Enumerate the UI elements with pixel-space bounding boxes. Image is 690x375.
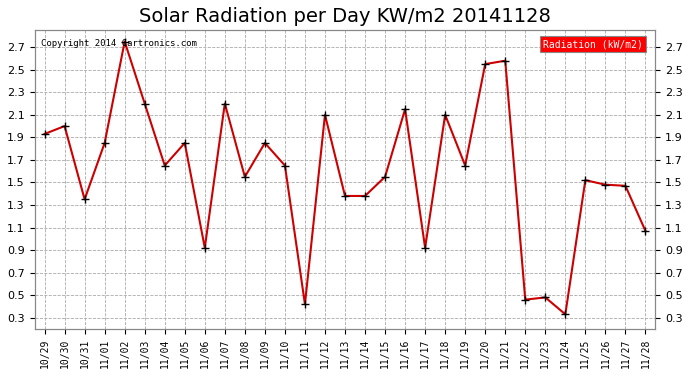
Title: Solar Radiation per Day KW/m2 20141128: Solar Radiation per Day KW/m2 20141128 [139,7,551,26]
Text: Radiation (kW/m2): Radiation (kW/m2) [543,39,643,49]
Text: Copyright 2014 Cartronics.com: Copyright 2014 Cartronics.com [41,39,197,48]
